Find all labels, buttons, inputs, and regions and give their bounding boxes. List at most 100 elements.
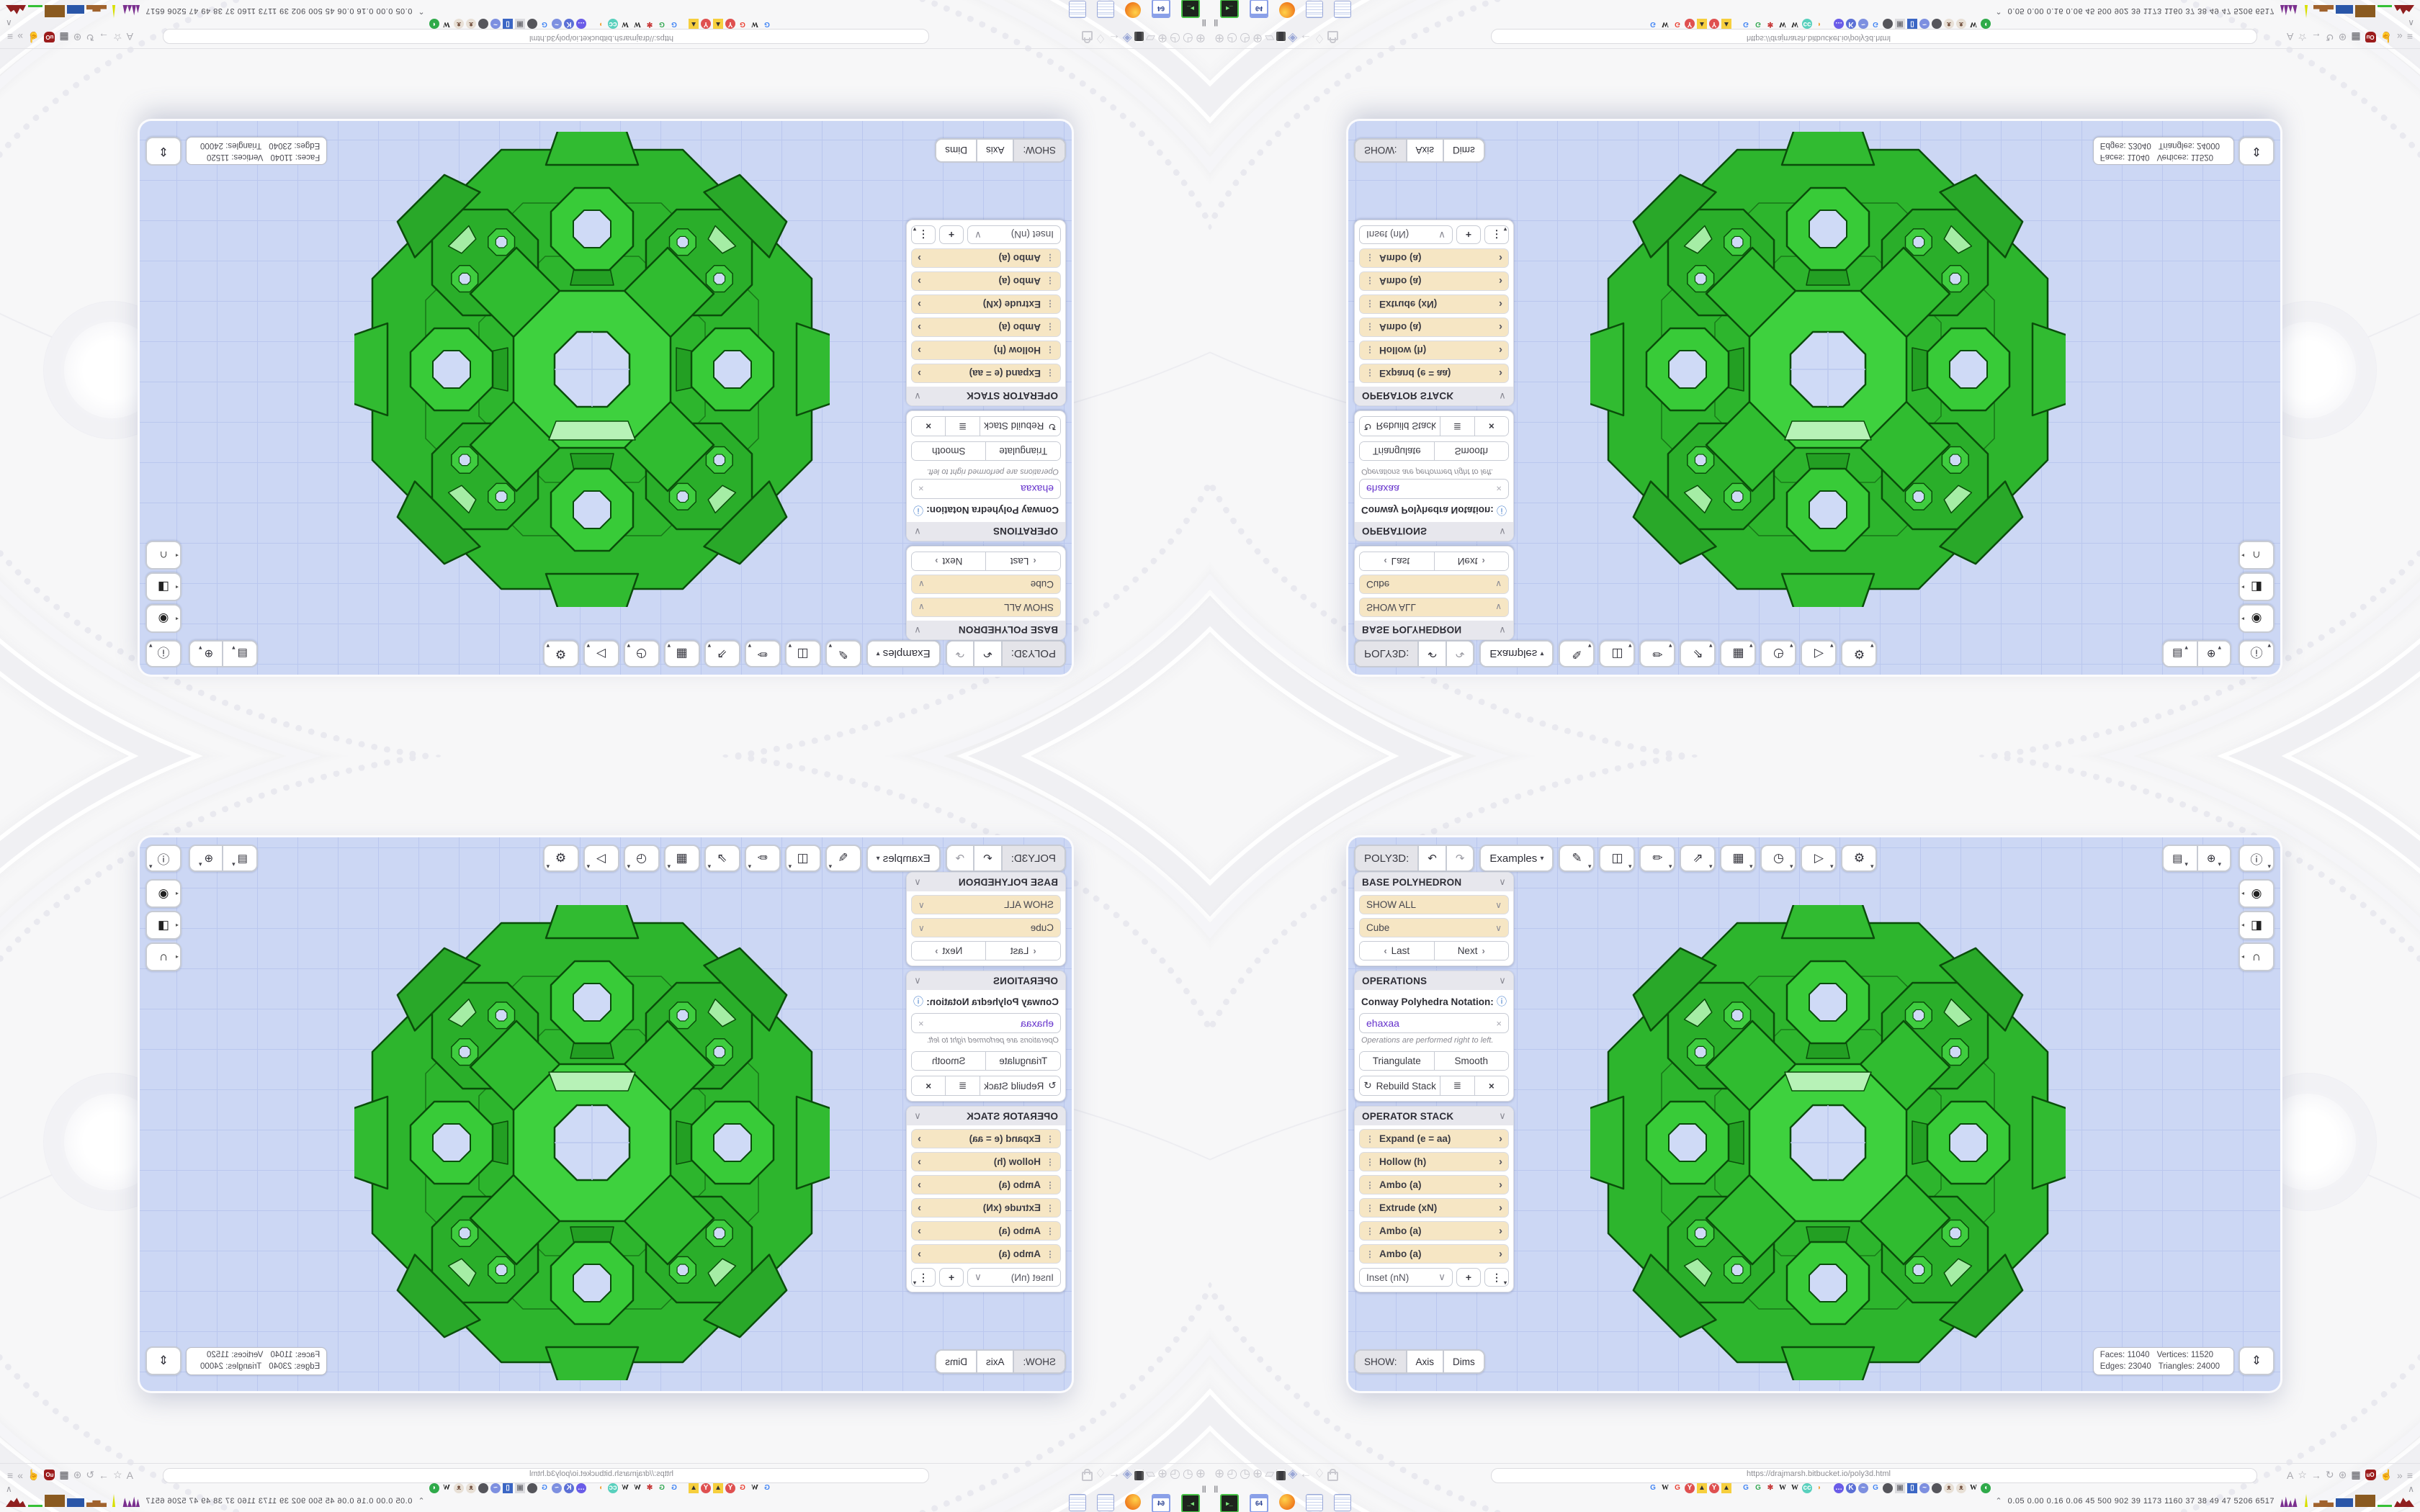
google-favicon[interactable]: G bbox=[1755, 1484, 1761, 1492]
gauge-icon[interactable]: ◴ bbox=[1227, 32, 1238, 45]
drag-handle-icon[interactable]: ⋮ bbox=[1046, 1179, 1054, 1190]
operator-stack-item[interactable]: ⋮ Ambo (a) › bbox=[1359, 1175, 1509, 1194]
wikipedia-favicon[interactable]: W bbox=[1779, 1484, 1786, 1492]
operator-stack-header[interactable]: OPERATOR STACK ∨ bbox=[907, 1107, 1065, 1125]
google-favicon[interactable]: G bbox=[659, 1484, 665, 1492]
notation-input[interactable]: ehaxaa × bbox=[911, 479, 1061, 499]
media-favicon[interactable]: Y bbox=[725, 1483, 735, 1493]
stack-list-button[interactable]: ≣ bbox=[946, 1076, 980, 1095]
data-table-button[interactable]: ▦ ▾ bbox=[1720, 845, 1757, 872]
gauge-icon[interactable]: ◴ bbox=[1227, 1467, 1238, 1480]
wikipedia-favicon[interactable]: W bbox=[622, 20, 629, 28]
globe-icon[interactable]: ⊕ bbox=[1195, 32, 1206, 45]
stack-clear-button[interactable]: × bbox=[912, 417, 946, 436]
robot-favicon[interactable]: ▣ bbox=[1895, 19, 1905, 29]
avatar-favicon[interactable] bbox=[478, 1483, 488, 1493]
notepad-icon[interactable] bbox=[1069, 1494, 1086, 1511]
polyhedron-render[interactable] bbox=[1590, 905, 2066, 1380]
contrast-panel-toggle-button[interactable]: ◂ ◨ bbox=[2238, 911, 2275, 940]
cheese-favicon[interactable]: ◗ bbox=[598, 1484, 604, 1492]
chevron-up-icon[interactable]: ∧ bbox=[2408, 1484, 2414, 1494]
cc-favicon[interactable]: cc bbox=[608, 19, 618, 29]
google-favicon[interactable]: G bbox=[1650, 1484, 1656, 1492]
drag-handle-icon[interactable]: ⋮ bbox=[1046, 322, 1054, 333]
google-favicon[interactable]: G bbox=[1675, 20, 1680, 28]
poly3d-viewport[interactable]: POLY3D: ↶ ↷ Examples ▾ ✎ ▾ ◫ ▾ ✏ ▾ ⇗ ▾ ▦ ▾ ◷ ▾ ▷ ▾ ⚙ ▾ … bbox=[140, 121, 1072, 675]
add-operator-button[interactable]: + bbox=[1456, 225, 1481, 244]
avatar-favicon[interactable] bbox=[478, 19, 488, 29]
translate-icon[interactable]: A bbox=[2286, 1469, 2294, 1481]
data-table-button[interactable]: ▦ ▾ bbox=[1720, 640, 1757, 667]
bird-favicon[interactable]: ~ bbox=[552, 19, 562, 29]
google-favicon[interactable]: G bbox=[740, 1484, 745, 1492]
export-button[interactable]: ⇗ ▾ bbox=[704, 640, 740, 667]
bookmark-star-icon[interactable]: ☆ bbox=[2298, 32, 2307, 43]
firefox-icon[interactable] bbox=[1279, 1494, 1295, 1510]
reload-icon[interactable]: ↻ bbox=[86, 32, 95, 43]
google-favicon[interactable]: G bbox=[659, 20, 665, 28]
wireframe-edit-button[interactable]: ✏ ▾ bbox=[744, 845, 781, 872]
last-button[interactable]: ‹ Last bbox=[986, 552, 1060, 570]
animation-clock-button[interactable]: ◷ ▾ bbox=[623, 640, 660, 667]
globe-button[interactable]: ⊕ ▾ bbox=[2196, 642, 2230, 666]
media-favicon[interactable]: Y bbox=[1685, 1483, 1695, 1493]
photos-favicon[interactable]: ▲ bbox=[713, 19, 723, 29]
translate-icon[interactable]: A bbox=[126, 31, 134, 43]
ublock-shield-icon[interactable]: uO bbox=[44, 32, 55, 42]
badge-icon[interactable]: ◈ bbox=[1122, 1467, 1132, 1480]
stack-clear-button[interactable]: × bbox=[1474, 1076, 1508, 1095]
wikipedia-favicon[interactable]: W bbox=[1779, 20, 1786, 28]
gauge-icon[interactable]: ◴ bbox=[1182, 1467, 1193, 1480]
folder-icon[interactable]: ▱ bbox=[1145, 1467, 1155, 1480]
eye-toggle-button[interactable]: ◂ ◉ bbox=[145, 879, 182, 908]
show-all-select[interactable]: SHOW ALL ∨ bbox=[1359, 598, 1509, 617]
operations-header[interactable]: OPERATIONS ∨ bbox=[1355, 522, 1513, 541]
drag-handle-icon[interactable]: ⋮ bbox=[1366, 1156, 1374, 1167]
green-app-favicon[interactable]: ◖ bbox=[429, 1483, 439, 1493]
contrast-panel-toggle-button[interactable]: ◂ ◨ bbox=[145, 572, 182, 601]
info-icon[interactable]: ⓘ bbox=[1497, 505, 1507, 516]
flower-favicon[interactable]: ✻ bbox=[1767, 1484, 1774, 1492]
settings-gear-button[interactable]: ⚙ ▾ bbox=[542, 845, 579, 872]
wikipedia-favicon[interactable]: W bbox=[622, 1484, 629, 1492]
drag-handle-icon[interactable]: ⋮ bbox=[1366, 1179, 1374, 1190]
hand-pointer-icon[interactable]: ☝ bbox=[2380, 1469, 2393, 1480]
hand-pointer-icon[interactable]: ☝ bbox=[27, 32, 40, 43]
operator-stack-item[interactable]: ⋮ Ambo (a) › bbox=[911, 248, 1061, 268]
add-operator-button[interactable]: + bbox=[1456, 1268, 1481, 1287]
notation-input[interactable]: ehaxaa × bbox=[911, 1013, 1061, 1033]
play-button[interactable]: ▷ ▾ bbox=[1801, 640, 1837, 667]
trash-dark-icon[interactable]: ▦ bbox=[2351, 32, 2361, 43]
green-app-favicon[interactable]: ◖ bbox=[1981, 19, 1991, 29]
floppy-64-icon[interactable]: 64 bbox=[1152, 1494, 1170, 1512]
google-favicon[interactable]: G bbox=[671, 1484, 677, 1492]
operator-select[interactable]: Inset (nN) ∨ bbox=[967, 1268, 1061, 1287]
examples-dropdown[interactable]: Examples ▾ bbox=[1481, 846, 1553, 870]
info-button[interactable]: ⓘ ▾ bbox=[145, 640, 182, 667]
terminal-icon[interactable]: ▸_ bbox=[1181, 1494, 1200, 1512]
fit-view-button[interactable]: ⇕ bbox=[145, 137, 182, 166]
last-button[interactable]: ‹ Last bbox=[986, 942, 1060, 960]
wikipedia-favicon[interactable]: W bbox=[443, 20, 450, 28]
operator-stack-item[interactable]: ⋮ Ambo (a) › bbox=[911, 1221, 1061, 1241]
notepad-icon[interactable] bbox=[1097, 1494, 1114, 1511]
calendar-clock-button[interactable]: ▤ ▾ bbox=[223, 642, 256, 666]
toggle-dims-button[interactable]: Dims bbox=[936, 1351, 977, 1372]
google-favicon[interactable]: G bbox=[1650, 20, 1656, 28]
floppy-64-icon[interactable]: 64 bbox=[1250, 0, 1268, 18]
drag-handle-icon[interactable]: ⋮ bbox=[1046, 345, 1054, 356]
operator-more-button[interactable]: ⋮ ▾ bbox=[1484, 225, 1509, 244]
data-table-button[interactable]: ▦ ▾ bbox=[663, 640, 700, 667]
magnet-toggle-button[interactable]: ◂ ∩ bbox=[2238, 541, 2275, 570]
operator-stack-item[interactable]: ⋮ Hollow (h) › bbox=[1359, 341, 1509, 360]
chevron-up-icon[interactable]: ∧ bbox=[6, 1484, 12, 1494]
badge-icon[interactable]: ◈ bbox=[1288, 32, 1298, 45]
stack-clear-button[interactable]: × bbox=[1474, 417, 1508, 436]
trash-favicon[interactable]: ▯ bbox=[1907, 1483, 1917, 1493]
reload-icon[interactable]: ↻ bbox=[86, 1469, 95, 1480]
drag-handle-icon[interactable]: ⋮ bbox=[1046, 276, 1054, 287]
avatar-favicon[interactable] bbox=[1883, 19, 1893, 29]
vk-favicon[interactable]: K bbox=[1846, 1483, 1856, 1493]
photos-favicon[interactable]: ▲ bbox=[689, 19, 699, 29]
operator-stack-item[interactable]: ⋮ Ambo (a) › bbox=[911, 318, 1061, 337]
